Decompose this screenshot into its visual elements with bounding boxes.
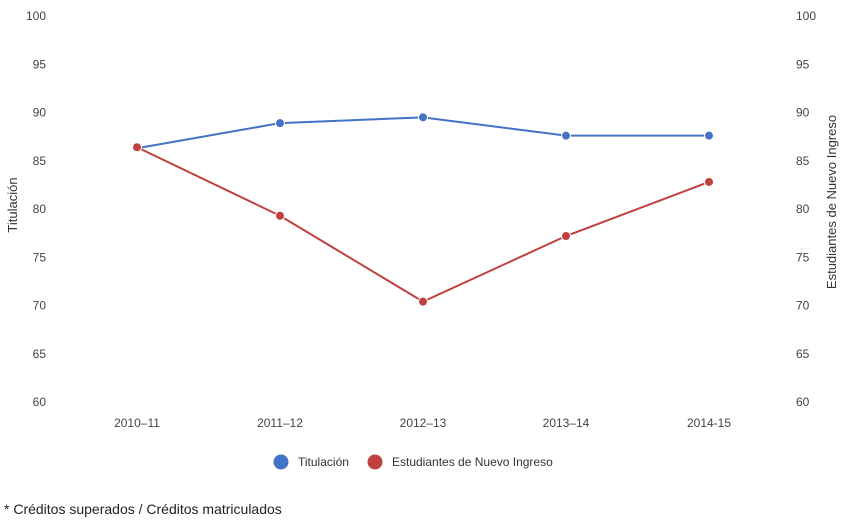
data-point[interactable] [704,130,714,141]
y-right-tick-label: 95 [796,57,810,71]
footnote: * Créditos superados / Créditos matricul… [4,501,282,517]
y-right-tick-label: 90 [796,106,810,120]
legend: Titulación Estudiantes de Nuevo Ingreso [273,454,553,470]
y-axis-right: 60 65 70 75 80 85 90 95 100 [796,9,816,409]
x-tick-label: 2013–14 [543,416,590,430]
legend-label[interactable]: Estudiantes de Nuevo Ingreso [392,455,553,469]
x-tick-label: 2011–12 [257,416,303,430]
y-axis-left: 60 65 70 75 80 85 90 95 100 [26,9,46,409]
y-right-tick-label: 65 [796,347,810,361]
data-point[interactable] [418,296,428,307]
data-point[interactable] [275,118,285,129]
y-axis-right-title: Estudiantes de Nuevo Ingreso [824,115,839,289]
data-point[interactable] [275,210,285,221]
y-left-tick-label: 85 [33,154,47,168]
data-point[interactable] [561,231,571,242]
y-right-tick-label: 85 [796,154,810,168]
legend-marker[interactable] [367,454,383,470]
data-point[interactable] [704,176,714,187]
y-right-tick-label: 60 [796,395,810,409]
y-axis-left-title: Titulación [5,177,20,232]
x-tick-label: 2014-15 [687,416,731,430]
data-point[interactable] [132,142,142,153]
series-layer [132,112,714,307]
y-left-tick-label: 90 [33,106,47,120]
legend-label[interactable]: Titulación [298,455,349,469]
y-left-tick-label: 100 [26,9,46,23]
data-point[interactable] [418,112,428,123]
x-axis: 2010–11 2011–12 2012–13 2013–14 2014-15 [114,416,731,430]
y-left-tick-label: 65 [33,347,47,361]
y-left-tick-label: 60 [33,395,47,409]
series-line [136,146,710,303]
y-left-tick-label: 80 [33,202,47,216]
data-point[interactable] [561,130,571,141]
y-right-tick-label: 75 [796,250,810,264]
legend-marker[interactable] [273,454,289,470]
y-right-tick-label: 80 [796,202,810,216]
y-left-tick-label: 75 [33,250,47,264]
x-tick-label: 2010–11 [114,416,160,430]
x-tick-label: 2012–13 [400,416,447,430]
y-left-tick-label: 95 [33,57,47,71]
y-left-tick-label: 70 [33,299,47,313]
y-right-tick-label: 100 [796,9,816,23]
y-right-tick-label: 70 [796,299,810,313]
